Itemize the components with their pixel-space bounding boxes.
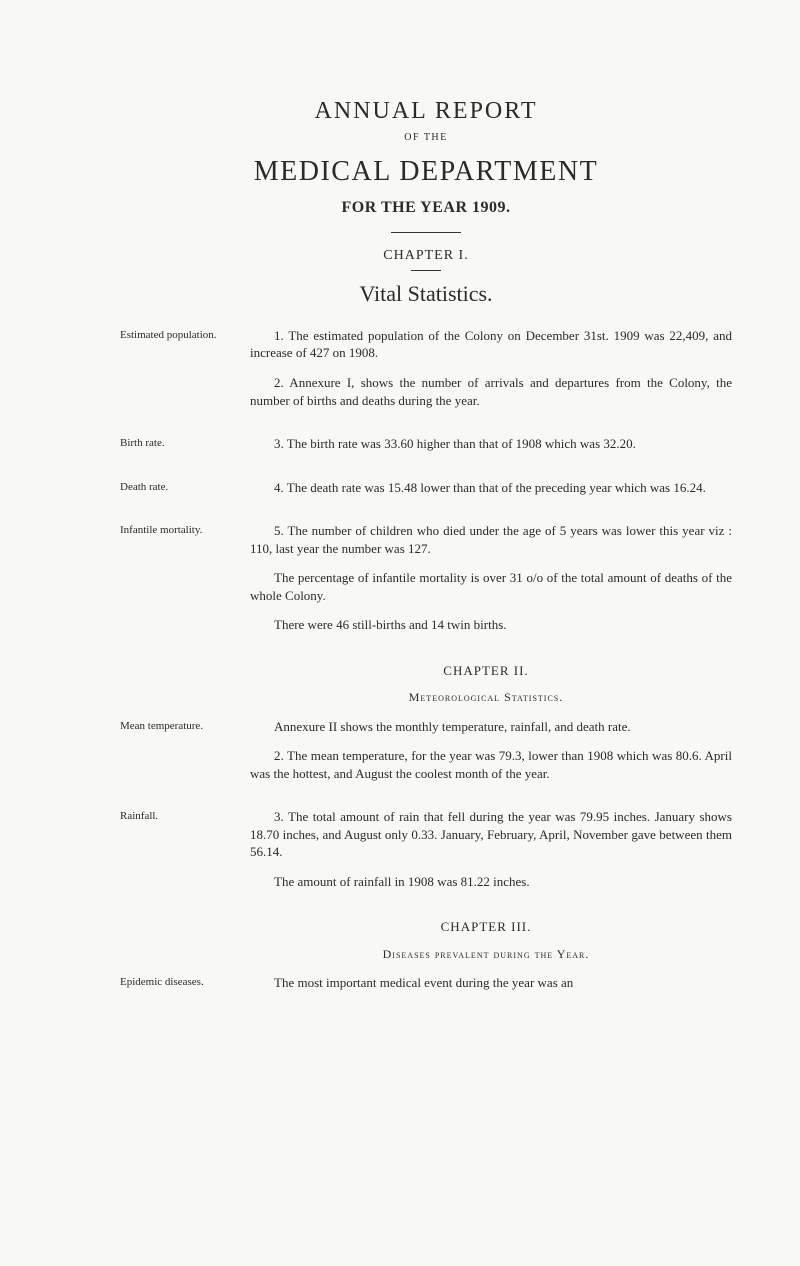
chapter-1-label: CHAPTER I. — [120, 247, 732, 266]
para-death-1: 4. The death rate was 15.48 lower than t… — [250, 479, 732, 497]
page-subtitle-of-the: OF THE — [120, 131, 732, 145]
para-inf-3: There were 46 still-births and 14 twin b… — [250, 616, 732, 634]
body-rainfall: 3. The total amount of rain that fell du… — [250, 808, 732, 902]
chapter-3-subhead: Diseases prevalent during the Year. — [240, 946, 732, 962]
body-epidemic-diseases: The most important medical event during … — [250, 974, 732, 1004]
row-infantile-mortality: Infantile mortality. 5. The number of ch… — [120, 522, 732, 646]
para-mean-2: 2. The mean temperature, for the year wa… — [250, 747, 732, 782]
row-estimated-population: Estimated population. 1. The estimated p… — [120, 327, 732, 421]
margin-label-rainfall: Rainfall. — [120, 808, 250, 823]
body-birth-rate: 3. The birth rate was 33.60 higher than … — [250, 435, 732, 465]
rule-under-year — [391, 232, 461, 233]
chapter-2-label: CHAPTER II. — [240, 662, 732, 680]
page-department-title: MEDICAL DEPARTMENT — [120, 153, 732, 191]
para-epi-1: The most important medical event during … — [250, 974, 732, 992]
chapter-3-block: CHAPTER III. Diseases prevalent during t… — [240, 918, 732, 962]
chapter-1-title: Vital Statistics. — [120, 279, 732, 309]
row-epidemic-diseases: Epidemic diseases. The most important me… — [120, 974, 732, 1004]
margin-label-birth-rate: Birth rate. — [120, 435, 250, 450]
body-mean-temperature: Annexure II shows the monthly temperatur… — [250, 718, 732, 795]
para-birth-1: 3. The birth rate was 33.60 higher than … — [250, 435, 732, 453]
chapter-3-label: CHAPTER III. — [240, 918, 732, 936]
para-inf-2: The percentage of infantile mortality is… — [250, 569, 732, 604]
para-inf-1: 5. The number of children who died under… — [250, 522, 732, 557]
body-infantile-mortality: 5. The number of children who died under… — [250, 522, 732, 646]
margin-label-mean-temperature: Mean temperature. — [120, 718, 250, 733]
page-year-line: FOR THE YEAR 1909. — [120, 197, 732, 219]
para-mean-1: Annexure II shows the monthly temperatur… — [250, 718, 732, 736]
margin-label-epidemic-diseases: Epidemic diseases. — [120, 974, 250, 989]
para-rain-2: The amount of rainfall in 1908 was 81.22… — [250, 873, 732, 891]
chapter-2-subhead: Meteorological Statistics. — [240, 689, 732, 705]
row-rainfall: Rainfall. 3. The total amount of rain th… — [120, 808, 732, 902]
margin-label-infantile-mortality: Infantile mortality. — [120, 522, 250, 537]
row-death-rate: Death rate. 4. The death rate was 15.48 … — [120, 479, 732, 509]
page-main-title: ANNUAL REPORT — [120, 95, 732, 127]
body-estimated-population: 1. The estimated population of the Colon… — [250, 327, 732, 421]
body-death-rate: 4. The death rate was 15.48 lower than t… — [250, 479, 732, 509]
row-mean-temperature: Mean temperature. Annexure II shows the … — [120, 718, 732, 795]
row-birth-rate: Birth rate. 3. The birth rate was 33.60 … — [120, 435, 732, 465]
para-rain-1: 3. The total amount of rain that fell du… — [250, 808, 732, 861]
margin-label-estimated-population: Estimated population. — [120, 327, 250, 342]
para-est-pop-1: 1. The estimated population of the Colon… — [250, 327, 732, 362]
para-est-pop-2: 2. Annexure I, shows the number of arriv… — [250, 374, 732, 409]
margin-label-death-rate: Death rate. — [120, 479, 250, 494]
rule-under-chapter-1 — [411, 270, 441, 271]
chapter-2-block: CHAPTER II. Meteorological Statistics. — [240, 662, 732, 706]
